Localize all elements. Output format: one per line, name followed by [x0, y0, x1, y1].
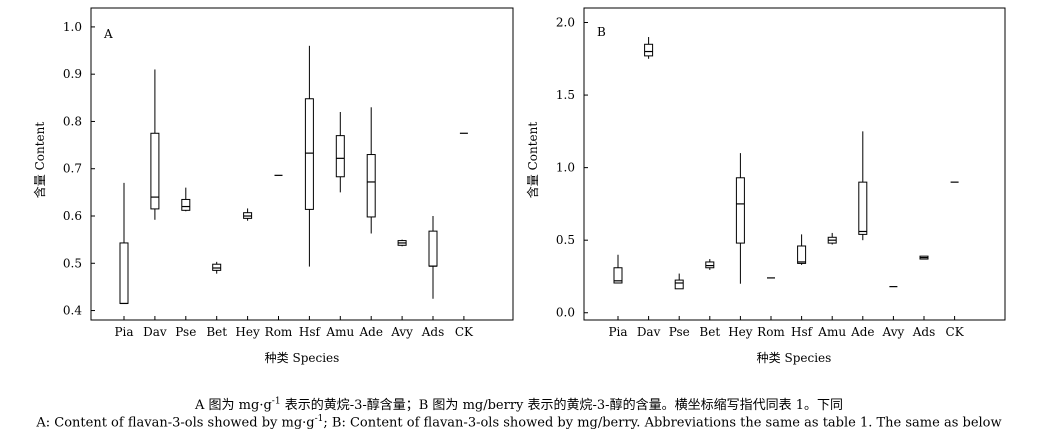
box-bet — [705, 259, 715, 270]
box-avy — [397, 239, 407, 247]
panel-label: A — [103, 27, 113, 41]
x-tick-label: Hsf — [299, 325, 322, 339]
box-iqr — [212, 263, 222, 271]
plot-frame — [583, 7, 1006, 321]
y-tick-label: 1.0 — [63, 20, 82, 34]
box-dav — [150, 69, 160, 220]
box-pse — [674, 273, 684, 290]
box-iqr — [674, 279, 684, 290]
y-tick-label: 0.8 — [63, 114, 82, 128]
box-ade — [858, 131, 868, 241]
x-axis-title: 种类 Species — [757, 351, 832, 365]
box-iqr — [644, 43, 654, 57]
caption-chinese: A 图为 mg·g-1 表示的黄烷-3-醇含量；B 图为 mg/berry 表示… — [195, 396, 843, 413]
box-pia — [119, 182, 129, 305]
x-tick-label: Hsf — [791, 325, 814, 339]
box-iqr — [181, 198, 191, 211]
x-tick-label: Hey — [235, 325, 260, 339]
y-tick-label: 0.5 — [556, 233, 575, 247]
x-tick-label: Amu — [325, 325, 354, 339]
x-tick-label: Ads — [421, 325, 445, 339]
x-tick-label: Ade — [850, 325, 874, 339]
box-iqr — [858, 181, 868, 235]
x-tick-label: Rom — [265, 325, 293, 339]
box-bet — [212, 261, 222, 274]
x-tick-label: Amu — [817, 325, 846, 339]
y-tick-label: 0.4 — [63, 304, 82, 318]
x-tick-label: Dav — [637, 325, 661, 339]
x-tick-label: Pia — [608, 325, 627, 339]
box-ade — [366, 107, 376, 234]
box-ads — [919, 255, 929, 260]
x-tick-label: Avy — [390, 325, 413, 339]
box-iqr — [335, 135, 345, 178]
box-iqr — [735, 177, 745, 244]
figure: 0.4 0.5 0.6 0.7 0.8 0.9 1.0 Pia Dav Pse Bet Hey Rom H… — [32, 7, 1006, 365]
x-tick-label: CK — [946, 325, 965, 339]
x-tick-label: Ads — [912, 325, 936, 339]
y-tick-label: 0.9 — [63, 67, 82, 81]
y-axis-title: 含量 Content — [525, 122, 540, 199]
box-pia — [613, 254, 623, 284]
box-iqr — [119, 242, 129, 304]
box-iqr — [366, 154, 376, 218]
x-tick-label: Bet — [206, 325, 227, 339]
y-tick-label: 0.7 — [63, 162, 82, 176]
y-tick-label: 2.0 — [556, 16, 575, 30]
box-iqr — [613, 267, 623, 284]
box-hey — [735, 153, 745, 284]
x-tick-label: Avy — [882, 325, 905, 339]
box-ads — [428, 216, 438, 299]
box-hsf — [304, 45, 314, 267]
plot-frame — [90, 7, 514, 321]
x-tick-label: Pse — [669, 325, 690, 339]
box-iqr — [705, 261, 715, 269]
y-tick-label: 0.0 — [556, 306, 575, 320]
y-tick-label: 1.0 — [556, 161, 575, 175]
box-amu — [335, 112, 345, 193]
box-pse — [181, 187, 191, 212]
x-axis-title: 种类 Species — [265, 351, 340, 365]
x-tick-label: Hey — [728, 325, 753, 339]
x-tick-label: Pia — [114, 325, 133, 339]
x-tick-label: Rom — [757, 325, 785, 339]
box-hsf — [797, 234, 807, 265]
x-tick-label: CK — [455, 325, 474, 339]
x-tick-label: Dav — [143, 325, 167, 339]
y-tick-label: 0.6 — [63, 209, 82, 223]
box-iqr — [797, 245, 807, 264]
chart-panel-b: 0.0 0.5 1.0 1.5 2.0 Pia Dav Pse Bet Hey Rom Hsf Amu A… — [525, 7, 1006, 365]
x-tick-label: Ade — [358, 325, 382, 339]
y-tick-label: 0.5 — [63, 256, 82, 270]
chart-panel-a: 0.4 0.5 0.6 0.7 0.8 0.9 1.0 Pia Dav Pse Bet Hey Rom H… — [32, 7, 514, 365]
box-dav — [644, 37, 654, 59]
y-tick-label: 1.5 — [556, 88, 575, 102]
box-amu — [827, 232, 837, 245]
panel-label: B — [597, 25, 606, 39]
caption-english: A: Content of flavan-3-ols showed by mg·… — [36, 414, 1002, 431]
x-tick-label: Pse — [175, 325, 196, 339]
y-axis-title: 含量 Content — [32, 122, 47, 199]
box-iqr — [150, 132, 160, 210]
box-iqr — [428, 230, 438, 267]
box-hey — [243, 208, 253, 221]
box-iqr — [304, 98, 314, 210]
x-tick-label: Bet — [699, 325, 720, 339]
